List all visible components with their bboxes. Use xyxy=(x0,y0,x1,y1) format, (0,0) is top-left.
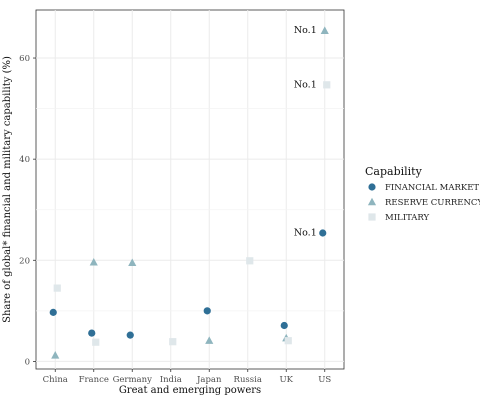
point-military-uk xyxy=(284,337,292,345)
x-axis-title: Great and emerging powers xyxy=(119,385,261,396)
y-tick-label-20: 20 xyxy=(19,256,30,266)
point-reserve-currency-japan xyxy=(205,336,214,344)
x-tick-label-japan: Japan xyxy=(196,375,222,385)
annotation-layer: No.1 No.1 No.1 xyxy=(294,25,317,238)
legend-title: Capability xyxy=(365,165,423,178)
legend-key-military xyxy=(368,213,376,221)
point-military-china xyxy=(53,284,61,292)
legend-label-reserve-currency: RESERVE CURRENCY xyxy=(385,198,480,208)
point-financial-market-germany xyxy=(126,331,134,339)
x-tick-label-germany: Germany xyxy=(113,375,152,385)
legend-layer: Capability FINANCIAL MARKET RESERVE CURREN… xyxy=(365,165,480,223)
x-tick-label-us: US xyxy=(318,375,331,385)
x-tick-label-uk: UK xyxy=(279,375,293,385)
annotation-1: No.1 xyxy=(294,79,317,90)
point-financial-market-france xyxy=(88,329,96,337)
y-axis-title: Share of global* financial and military … xyxy=(2,56,13,323)
point-military-us xyxy=(323,81,331,89)
axis-layer: 0 20 40 60 China France Germany India Japan Russi… xyxy=(19,54,331,385)
x-tick-label-france: France xyxy=(79,375,109,385)
point-financial-market-us xyxy=(319,229,327,237)
point-financial-market-uk xyxy=(280,321,288,330)
plot-panel xyxy=(35,9,345,370)
legend-label-military: MILITARY xyxy=(385,213,430,223)
y-tick-label-40: 40 xyxy=(19,155,30,165)
point-military-france xyxy=(92,338,100,346)
points-layer xyxy=(49,26,331,359)
annotation-2: No.1 xyxy=(294,227,317,238)
point-reserve-currency-germany xyxy=(128,258,137,267)
y-tick-label-0: 0 xyxy=(25,357,30,367)
point-reserve-currency-us xyxy=(320,26,329,34)
x-tick-label-russia: Russia xyxy=(234,375,262,385)
legend-key-reserve-currency xyxy=(367,197,377,206)
legend-label-financial-market: FINANCIAL MARKET xyxy=(385,183,479,193)
plot-layer xyxy=(35,9,345,370)
annotation-0: No.1 xyxy=(294,25,317,36)
point-military-russia xyxy=(246,257,254,265)
y-tick-label-60: 60 xyxy=(19,54,30,64)
point-reserve-currency-china xyxy=(51,351,60,359)
point-financial-market-china xyxy=(49,308,57,316)
x-tick-label-india: India xyxy=(160,375,182,385)
point-reserve-currency-france xyxy=(89,258,98,266)
point-financial-market-japan xyxy=(203,307,211,315)
x-tick-label-china: China xyxy=(43,375,68,385)
legend-key-financial-market xyxy=(368,183,376,191)
point-military-india xyxy=(169,338,177,346)
